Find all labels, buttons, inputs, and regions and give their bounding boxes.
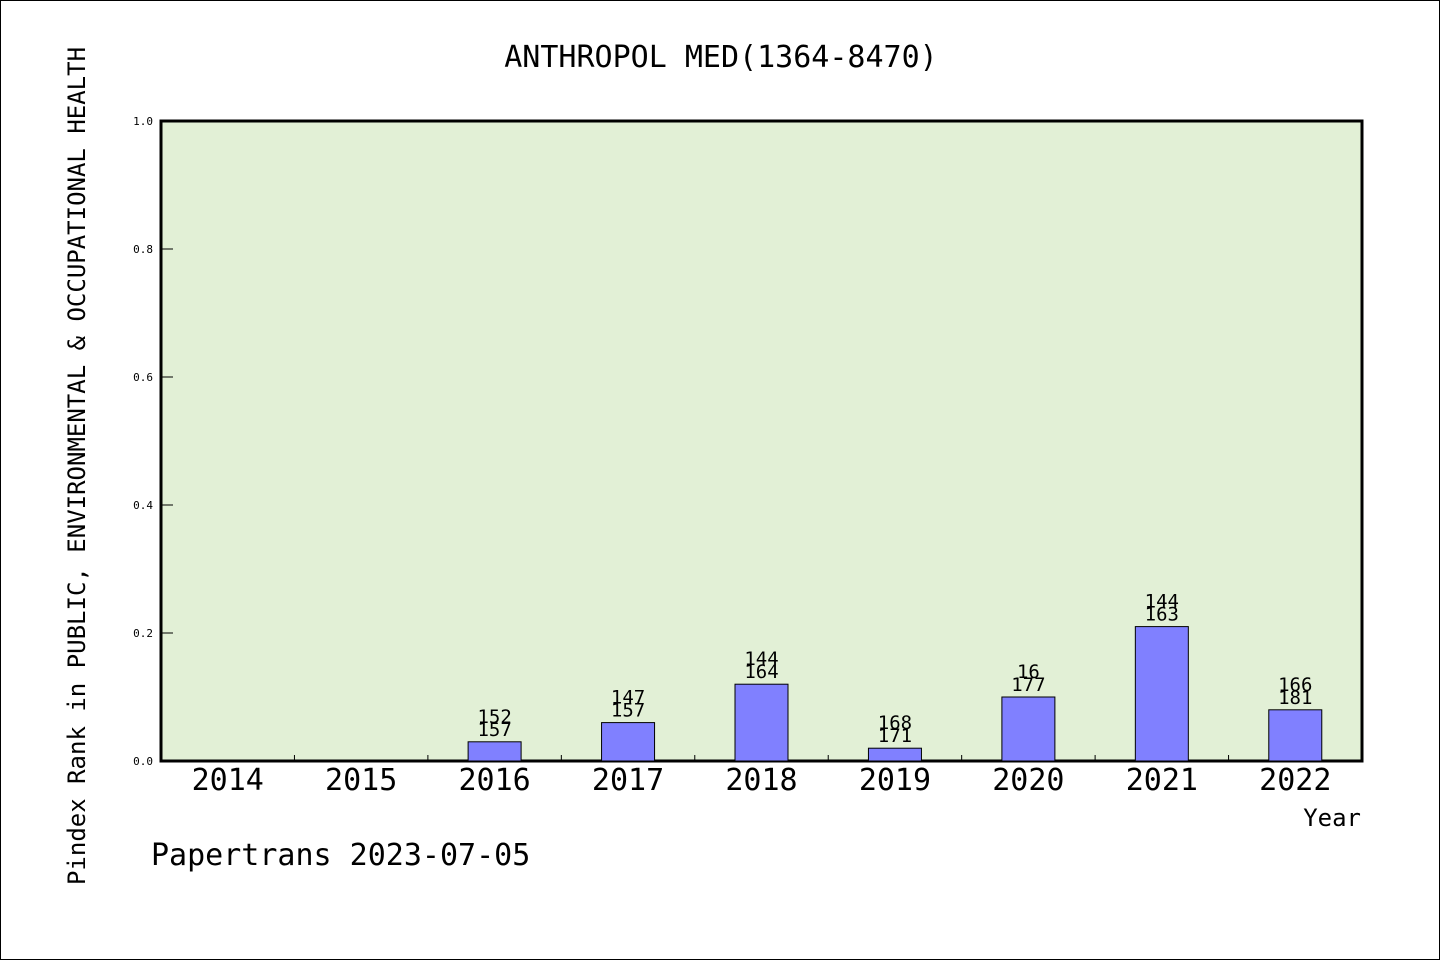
bar-label-bottom: 181 [1278, 687, 1312, 709]
y-tick-label: 0.6 [133, 371, 153, 384]
x-tick-label: 2015 [325, 763, 397, 798]
bar-2016 [467, 741, 522, 762]
bar-label-top: 16 [1017, 661, 1040, 683]
y-tick-label: 0.2 [133, 627, 153, 640]
bar-label-bottom: 164 [744, 661, 778, 683]
x-tick-label: 2014 [192, 763, 264, 798]
bar-2017 [601, 722, 656, 762]
y-tick-label: 0.0 [133, 755, 153, 768]
y-tick-label: 0.4 [133, 499, 153, 512]
chart-title: ANTHROPOL MED(1364-8470) [504, 40, 937, 75]
bar-label-top: 166 [1278, 674, 1312, 696]
y-axis-label: Pindex Rank in PUBLIC, ENVIRONMENTAL & O… [63, 47, 91, 885]
y-axis-ticks: 0.0 0.2 0.4 0.6 0.8 1.0 [133, 115, 173, 768]
bar-2019 [867, 747, 922, 762]
x-tick-label: 2020 [992, 763, 1064, 798]
y-tick-label: 0.8 [133, 243, 153, 256]
bar-label-bottom: 157 [611, 700, 645, 722]
bar-2020 [1001, 696, 1056, 762]
bar-2022 [1268, 709, 1323, 762]
bar-label-bottom: 171 [878, 725, 912, 747]
bar-label-bottom: 157 [477, 719, 511, 741]
footer-credit: Papertrans 2023-07-05 [151, 838, 530, 873]
x-tick-label: 2021 [1126, 763, 1198, 798]
x-tick-label: 2022 [1259, 763, 1331, 798]
x-tick-label: 2018 [725, 763, 797, 798]
bar-label-bottom: 177 [1011, 674, 1045, 696]
bar-label-top: 168 [878, 712, 912, 734]
x-axis-label: Year [1303, 804, 1361, 832]
bar-label-bottom: 163 [1145, 604, 1179, 626]
x-tick-label: 2017 [592, 763, 664, 798]
x-tick-label: 2016 [458, 763, 530, 798]
bar-2018 [734, 683, 789, 762]
bars [467, 626, 1323, 762]
x-tick-label: 2019 [859, 763, 931, 798]
bar-label-top: 144 [1145, 591, 1179, 613]
y-tick-label: 1.0 [133, 115, 153, 128]
bar-2021 [1134, 626, 1189, 762]
bar-label-top: 147 [611, 687, 645, 709]
x-axis-ticks: 2014 2015 2016 2017 2018 2019 2020 2021 2022 [192, 755, 1331, 798]
bar-label-top: 144 [744, 648, 778, 670]
bar-label-top: 152 [477, 706, 511, 728]
